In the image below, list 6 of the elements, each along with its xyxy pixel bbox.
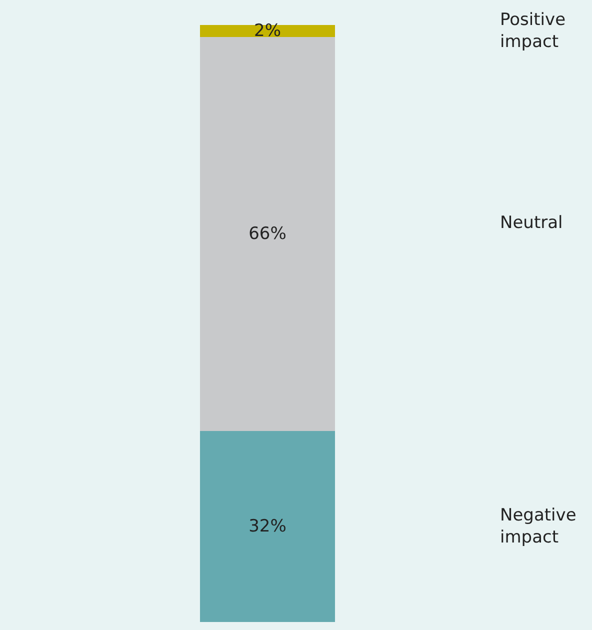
data-label: 32% bbox=[248, 516, 286, 536]
data-label: 66% bbox=[248, 224, 286, 244]
text: Positive impact bbox=[500, 10, 566, 52]
text: Neutral bbox=[500, 212, 563, 233]
data-label: 2% bbox=[254, 20, 281, 41]
text: Negative impact bbox=[500, 505, 576, 548]
